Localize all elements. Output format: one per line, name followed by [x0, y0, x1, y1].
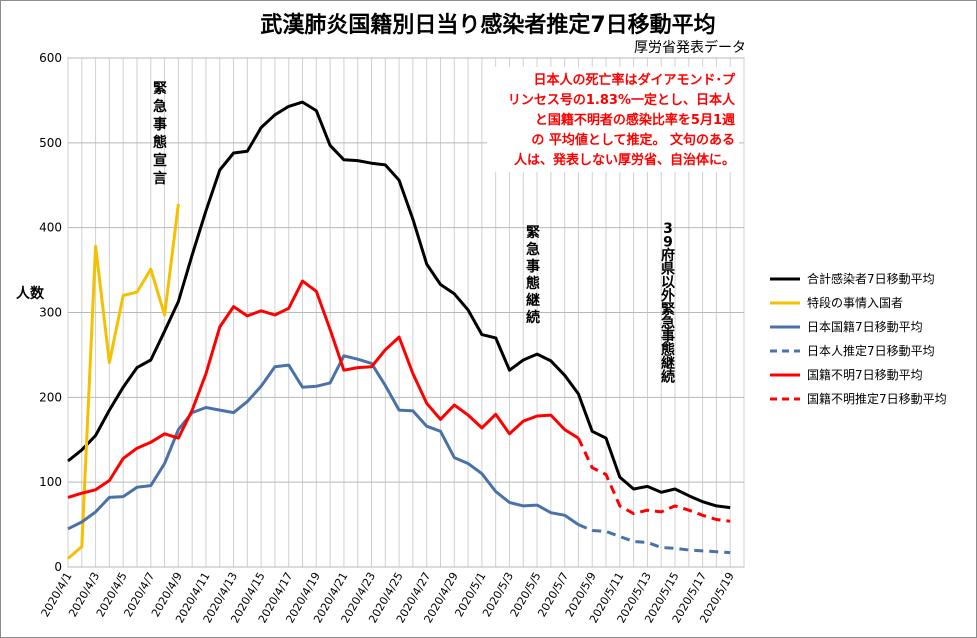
note-box — [487, 67, 739, 172]
svg-text:県: 県 — [661, 262, 675, 278]
note-line: の 平均値として推定。 文句のある — [531, 132, 735, 148]
note-line: 日本人の死亡率はダイアモンド･プ — [533, 72, 736, 88]
y-tick-label: 400 — [39, 221, 62, 235]
y-tick-label: 600 — [39, 51, 62, 65]
svg-text:以: 以 — [661, 275, 675, 291]
svg-text:急: 急 — [153, 98, 167, 115]
svg-text:継: 継 — [661, 355, 675, 372]
svg-text:府: 府 — [661, 247, 675, 264]
svg-text:外: 外 — [661, 288, 675, 305]
series-line-1 — [67, 203, 180, 560]
svg-text:事: 事 — [153, 116, 167, 133]
svg-text:態: 態 — [153, 134, 167, 151]
svg-text:態: 態 — [526, 275, 540, 292]
svg-text:9: 9 — [663, 235, 673, 251]
note-line: と国籍不明者の感染比率を5月1週 — [535, 112, 735, 128]
legend-label-5: 国籍不明推定7日移動平均 — [807, 391, 947, 406]
svg-text:態: 態 — [661, 342, 675, 359]
svg-text:緊: 緊 — [526, 224, 540, 241]
y-tick-label: 100 — [39, 475, 62, 489]
note-line: 人は、発表しない厚労省、自治体に。 — [514, 152, 735, 168]
y-axis-label: 人数 — [16, 285, 45, 302]
svg-text:事: 事 — [661, 328, 675, 345]
y-tick-label: 500 — [39, 136, 62, 150]
series-line-2 — [67, 354, 580, 531]
svg-text:継: 継 — [526, 292, 540, 309]
plot-area: 01002003004005006002020/4/12020/4/32020/… — [39, 51, 947, 625]
y-tick-label: 200 — [39, 390, 62, 404]
series-line-4 — [67, 279, 580, 499]
legend-label-0: 合計感染者7日移動平均 — [807, 271, 935, 286]
legend-label-3: 日本人推定7日移動平均 — [807, 343, 935, 358]
svg-text:緊: 緊 — [153, 80, 167, 97]
series-line-5 — [577, 437, 731, 523]
svg-text:宣: 宣 — [153, 152, 167, 169]
legend-label-4: 国籍不明7日移動平均 — [807, 367, 923, 382]
svg-text:続: 続 — [526, 309, 540, 326]
chart-title: 武漢肺炎国籍別日当り感染者推定7日移動平均 — [260, 12, 715, 38]
svg-text:事: 事 — [526, 258, 540, 275]
note-line: リンセス号の1.83%一定とし、日本人 — [508, 92, 736, 108]
y-tick-label: 0 — [54, 560, 62, 574]
svg-text:3: 3 — [663, 221, 673, 237]
series-line-3 — [577, 523, 731, 555]
legend-label-2: 日本国籍7日移動平均 — [807, 319, 923, 334]
chart-subtitle: 厚労省発表データ — [634, 39, 746, 56]
series-line-0 — [67, 100, 731, 510]
svg-text:言: 言 — [153, 170, 167, 187]
svg-text:急: 急 — [526, 241, 540, 258]
y-tick-label: 300 — [39, 306, 62, 320]
legend-label-1: 特段の事情入国者 — [807, 295, 903, 310]
svg-text:続: 続 — [661, 369, 675, 386]
svg-text:緊: 緊 — [661, 301, 675, 318]
svg-text:急: 急 — [661, 315, 675, 332]
